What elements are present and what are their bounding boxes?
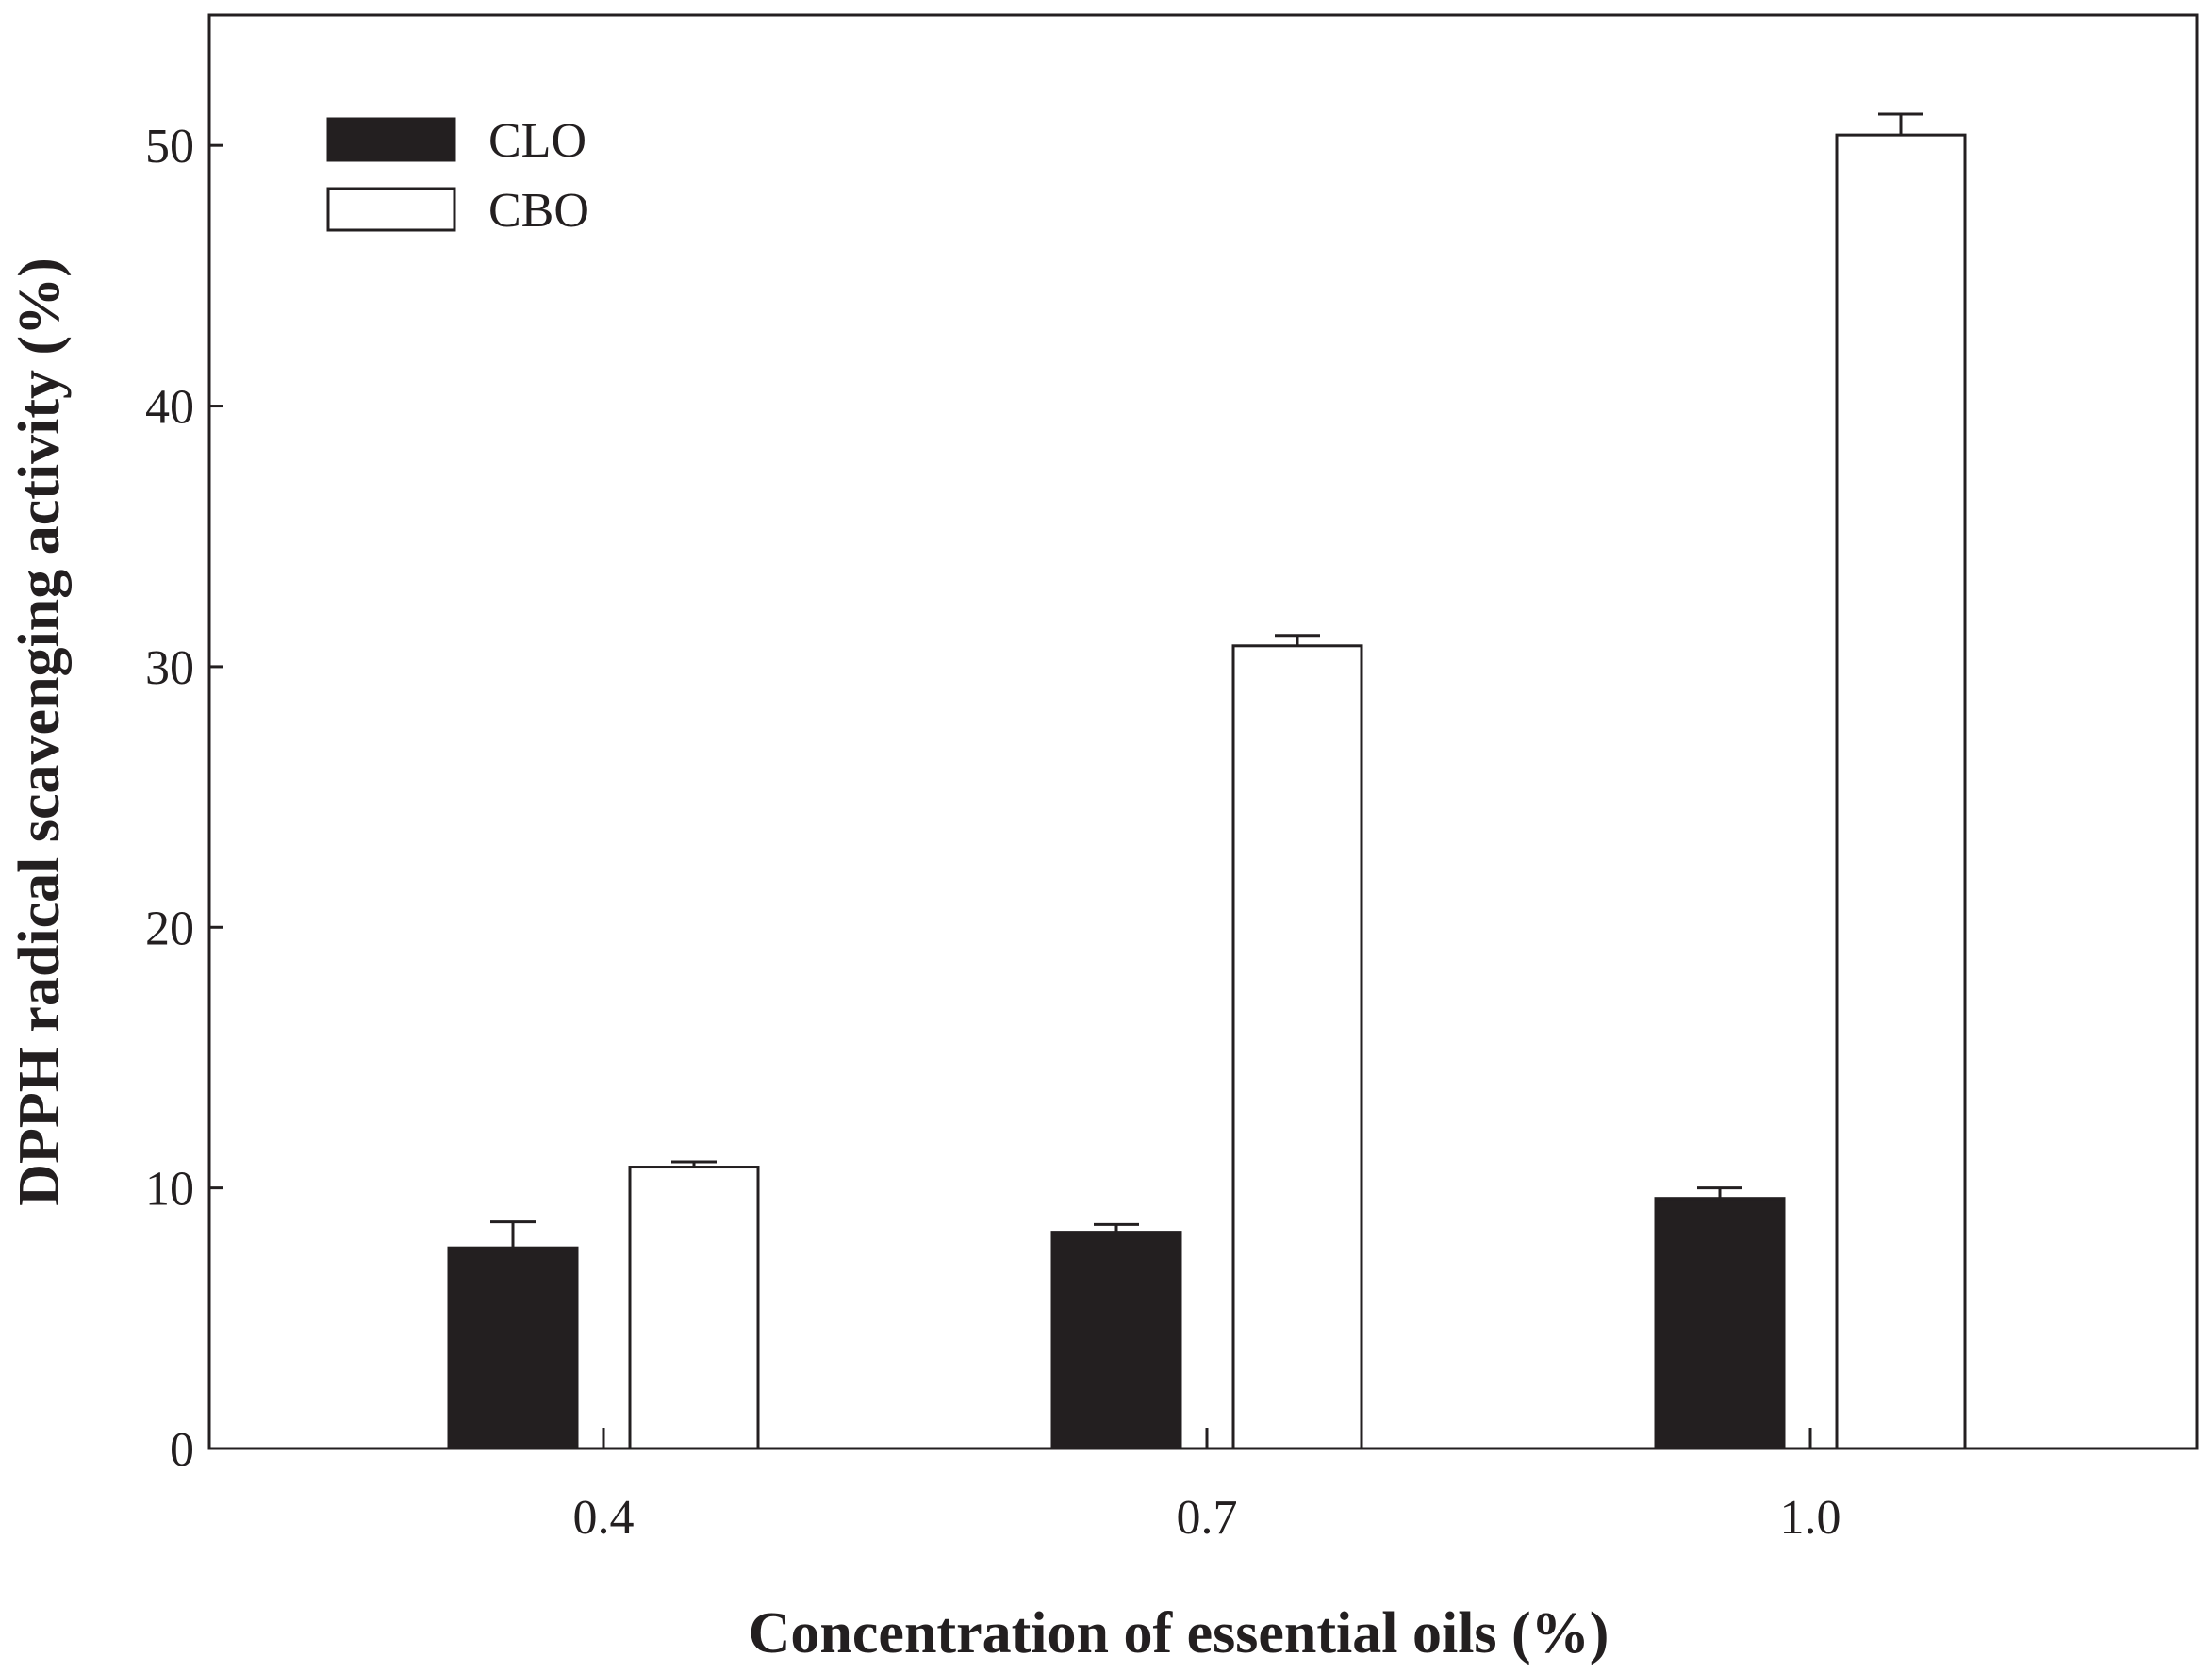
bar-cbo: [628, 1166, 760, 1450]
bar-clo: [447, 1246, 579, 1450]
y-tick-label: 40: [145, 381, 194, 435]
y-axis: 0 10 20 30 40 50: [145, 120, 223, 1477]
legend-swatch-cbo: [326, 187, 456, 232]
bars: [447, 112, 1967, 1450]
bar-cbo: [1231, 644, 1363, 1450]
y-tick-label: 30: [145, 641, 194, 695]
bar-clo: [1654, 1197, 1786, 1450]
y-axis-title: DPPH radical scavenging activity (%): [8, 257, 72, 1206]
plot-frame: [207, 13, 2199, 1450]
x-axis-title: Concentration of essential oils (%): [749, 1601, 1609, 1665]
x-tick-label: 0.4: [573, 1491, 635, 1545]
bar-clo: [1050, 1231, 1182, 1450]
y-tick-label: 10: [145, 1163, 194, 1217]
y-tick-label: 20: [145, 902, 194, 955]
x-axis: 0.4 0.7 1.0: [573, 1428, 1841, 1545]
bar-cbo: [1835, 133, 1967, 1450]
legend-label-cbo: CBO: [488, 184, 589, 238]
legend-swatch-clo: [326, 117, 456, 162]
y-tick-label: 50: [145, 120, 194, 174]
x-tick-label: 1.0: [1780, 1491, 1841, 1545]
y-tick-label: 0: [170, 1423, 194, 1477]
legend-label-clo: CLO: [488, 114, 586, 168]
x-tick-label: 0.7: [1177, 1491, 1238, 1545]
legend: CLO CBO: [326, 114, 589, 238]
